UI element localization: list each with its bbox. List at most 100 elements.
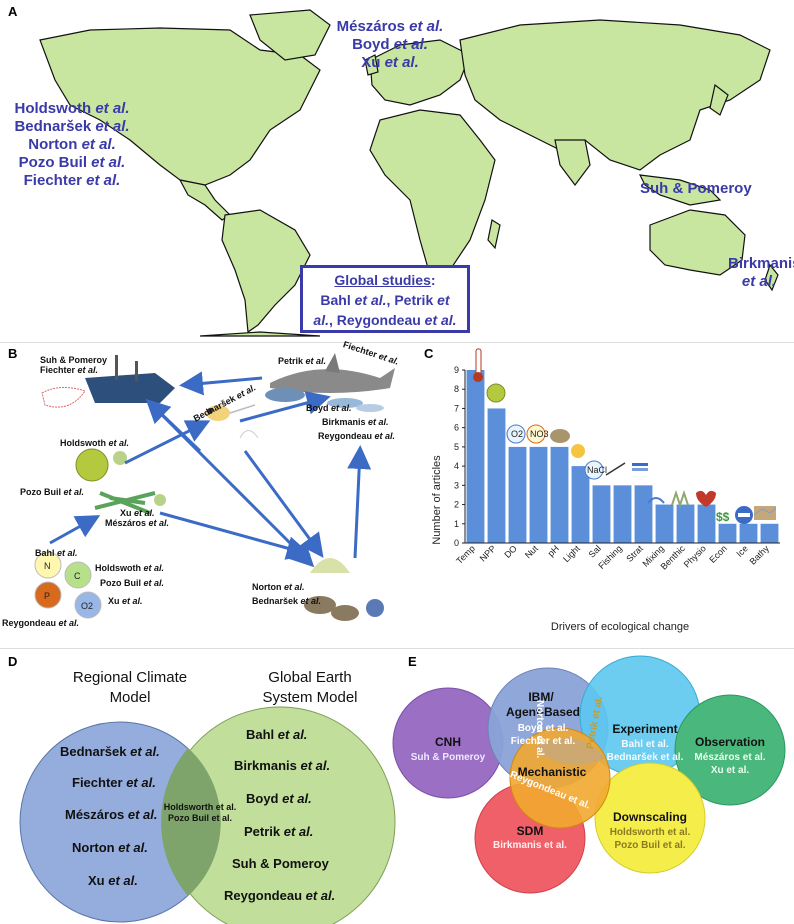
panel-b-letter: B <box>8 346 18 361</box>
new-zealand-shape <box>764 263 779 292</box>
map-label-bednarsek-etal: et al. <box>95 118 130 135</box>
y-tick-label: 4 <box>454 461 459 471</box>
observation-circle <box>674 694 786 806</box>
global-bahl: Bahl <box>320 292 355 308</box>
nutrient-c: C <box>74 571 81 581</box>
bar-ice <box>739 523 758 543</box>
venn-right-item-3: Petrik et al. <box>244 824 314 839</box>
b-label-pozobuil2: Pozo Buil et al. <box>100 578 165 588</box>
global-studies-colon: : <box>430 272 436 288</box>
global-reygondeau: , Reygondeau <box>328 312 425 328</box>
panel-divider-b <box>0 648 794 649</box>
nutrient-n: N <box>44 561 51 571</box>
mixing-icon <box>647 497 665 504</box>
map-label-holdswoth: Holdswoth <box>14 100 96 117</box>
b-label-reygondeau: Reygondeau et al. <box>318 431 396 441</box>
panel-e-letter: E <box>408 654 417 669</box>
sdm-title: SDM <box>516 824 544 838</box>
chart-y-label: Number of articles <box>431 455 443 545</box>
x-tick-label: Nut <box>523 543 540 560</box>
uk-shape <box>364 54 379 76</box>
thermometer-icon <box>473 348 483 382</box>
map-label-west-group: Holdswoth et al. Bednaršek et al. Norton… <box>2 100 142 190</box>
bar-fishing <box>613 485 632 543</box>
venn-overlap-labels: Holdsworth et al. Pozo Buil et al. <box>163 802 237 823</box>
global-petrik: , Petrik <box>386 292 438 308</box>
chart-x-label: Drivers of ecological change <box>551 621 689 633</box>
nutrient-circles: N C P O2 <box>34 551 102 619</box>
panel-d-letter: D <box>8 654 18 669</box>
venn-left-item-4: Xu et al. <box>88 873 138 888</box>
chart-y-ticks: 0 1 2 3 4 5 6 7 8 9 <box>454 365 465 548</box>
o2-icon-label: O2 <box>511 429 523 439</box>
bar-strat <box>634 485 653 543</box>
bar-light <box>571 466 590 543</box>
b-label-fiechter1: Fiechter et al. <box>40 365 99 375</box>
ibm-sub: Boyd et al. Fiechter et al. <box>510 723 576 747</box>
central-america-shape <box>178 179 231 221</box>
global-reygondeau-etal: et al. <box>424 312 457 328</box>
map-label-xu-etal: et al. <box>384 54 419 71</box>
fishing-boat-icon <box>41 355 175 408</box>
global-petrik-al: al. <box>313 312 329 328</box>
map-label-norton-etal: et al. <box>81 136 116 153</box>
greenland-shape <box>249 9 331 61</box>
fishing-rod-icon <box>605 462 626 476</box>
benthic-icon <box>304 558 384 621</box>
nacl-icon: NaCl <box>584 460 607 480</box>
south-america-shape <box>221 209 311 334</box>
bar-ph <box>550 446 569 543</box>
sdm-sub: Birkmanis et al. <box>493 840 567 851</box>
venn-right-item-4: Suh & Pomeroy <box>232 856 329 871</box>
observation-title: Observation <box>694 735 766 749</box>
japan-shape <box>709 83 729 116</box>
bathy-icon <box>753 506 777 520</box>
se-asia-islands-shape <box>638 174 722 206</box>
mechanistic-title: Mechanistic <box>517 765 587 779</box>
map-label-meszaros-etal: et al. <box>409 18 444 35</box>
venn-overlap-region <box>161 748 221 896</box>
map-label-xu: Xu <box>361 54 385 71</box>
y-tick-label: 6 <box>454 423 459 433</box>
fish-icons <box>265 388 384 412</box>
y-tick-label: 3 <box>454 480 459 490</box>
map-label-bednarsek: Bednaršek <box>14 118 96 135</box>
ibm-title: IBM/Agent-Based <box>506 690 581 719</box>
map-label-pozobuil-etal: et al. <box>91 154 126 171</box>
x-tick-label: Physio <box>682 543 708 569</box>
panel-c-letter: C <box>424 346 434 361</box>
x-tick-label: pH <box>546 543 561 558</box>
b-label-xu: Xu et al. <box>120 508 155 518</box>
b-label-holdswoth: Holdswoth et al. <box>60 438 130 448</box>
b-label-norton: Norton et al. <box>252 582 305 592</box>
strat-icon <box>632 463 648 471</box>
norton-label: Norton et al. <box>534 700 545 759</box>
x-tick-label: Sal <box>587 543 603 559</box>
map-label-boyd: Boyd <box>352 36 394 53</box>
x-tick-label: Light <box>561 543 582 564</box>
north-america-shape <box>39 27 321 186</box>
map-label-birkmanis-etal: et al. <box>741 273 777 290</box>
australia-shape <box>649 209 746 276</box>
bar-benthic <box>676 504 695 543</box>
map-label-pozobuil: Pozo Buil <box>18 154 92 171</box>
experiment-sub: Bahl et al. Bednaršek et al. <box>606 739 684 763</box>
global-studies-title: Global studies <box>334 272 431 288</box>
nutrient-p: P <box>44 591 50 601</box>
no3-icon-label: NO3 <box>530 429 549 439</box>
bar-physio <box>697 504 716 543</box>
venn-left-item-1: Fiechter et al. <box>72 775 156 790</box>
map-label-meszaros: Mészáros <box>336 18 410 35</box>
venn-left-item-0: Bednaršek et al. <box>60 744 160 759</box>
global-petrik-et: et <box>437 292 450 308</box>
zooplankton-icon <box>206 404 259 439</box>
b-label-birkmanis: Birkmanis et al. <box>322 417 389 427</box>
b-label-bednarsek2: Bednaršek et al. <box>252 596 322 606</box>
y-tick-label: 2 <box>454 500 459 510</box>
econ-icon: $$ <box>716 510 730 524</box>
x-tick-label: DO <box>502 543 519 560</box>
y-tick-label: 8 <box>454 384 459 394</box>
y-tick-label: 9 <box>454 365 459 375</box>
madagascar-shape <box>487 219 501 250</box>
